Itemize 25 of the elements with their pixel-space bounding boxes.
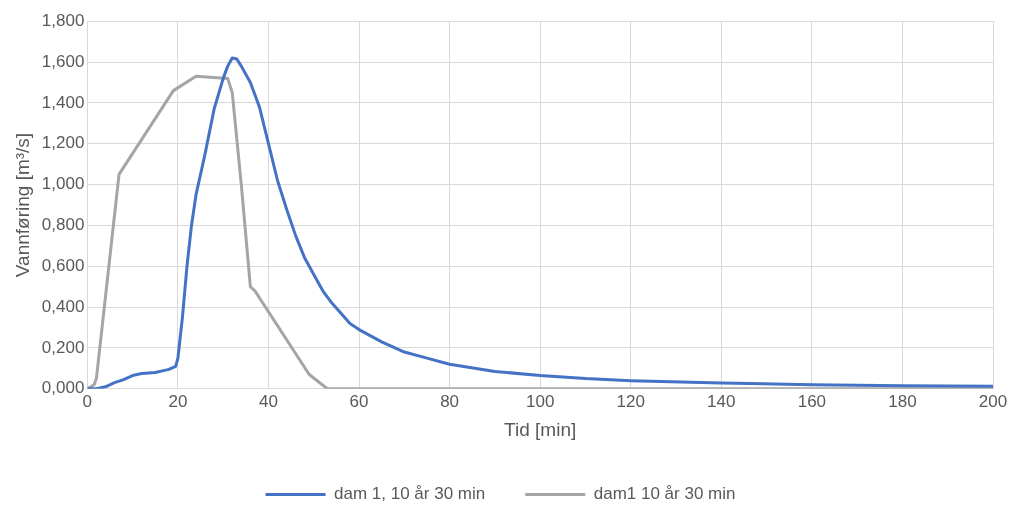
- x-tick-label: 140: [707, 391, 736, 411]
- legend-label: dam1 10 år 30 min: [593, 484, 736, 504]
- y-tick-label: 0,800: [41, 215, 85, 235]
- y-tick-label: 0,600: [41, 255, 85, 275]
- y-tick-label: 0,200: [41, 337, 85, 357]
- y-tick-label: 1,800: [41, 10, 85, 30]
- x-tick-label: 200: [978, 391, 1008, 411]
- x-tick-label: 60: [349, 391, 369, 411]
- x-tick-label: 0: [82, 391, 93, 411]
- y-tick-label: 1,000: [41, 174, 85, 194]
- y-tick-label: 0,400: [41, 296, 85, 316]
- y-tick-label: 1,600: [41, 51, 85, 71]
- y-axis-title: Vannføring [m³/s]: [11, 132, 33, 278]
- x-tick-label: 80: [440, 391, 460, 411]
- y-tick-label: 1,200: [41, 133, 85, 153]
- y-tick-label: 0,000: [41, 378, 85, 398]
- x-tick-label: 180: [888, 391, 917, 411]
- x-tick-label: 160: [797, 391, 827, 411]
- x-tick-label: 20: [168, 391, 188, 411]
- legend-label: dam 1, 10 år 30 min: [334, 484, 486, 504]
- x-axis-title: Tid [min]: [504, 418, 577, 440]
- x-tick-label: 40: [259, 391, 278, 411]
- x-tick-label: 100: [525, 391, 555, 411]
- x-tick-label: 120: [616, 391, 645, 411]
- y-tick-label: 1,400: [41, 92, 85, 112]
